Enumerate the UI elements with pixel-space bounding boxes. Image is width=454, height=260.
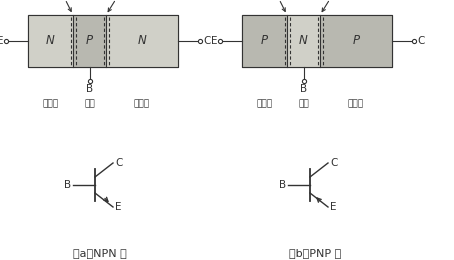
Text: 集电区: 集电区 (134, 99, 150, 108)
Text: B: B (279, 180, 286, 190)
Bar (28, 15, 73, 67)
Text: C: C (330, 158, 337, 168)
Text: P: P (261, 35, 268, 48)
Text: N: N (46, 35, 55, 48)
Text: B: B (300, 84, 307, 94)
Text: 发射区: 发射区 (257, 99, 272, 108)
Text: 集电区: 集电区 (348, 99, 364, 108)
Bar (242, 15, 392, 67)
Text: E: E (115, 202, 122, 212)
Text: B: B (64, 180, 71, 190)
Text: P: P (86, 35, 93, 48)
Bar (73, 15, 106, 67)
Text: 基区: 基区 (84, 99, 95, 108)
Text: E: E (330, 202, 336, 212)
Text: P: P (352, 35, 360, 48)
Bar (320, 15, 392, 67)
Text: C: C (115, 158, 123, 168)
Text: C: C (417, 36, 424, 46)
Text: N: N (138, 35, 146, 48)
Text: 发射区: 发射区 (42, 99, 59, 108)
Text: E: E (211, 36, 217, 46)
Text: E: E (0, 36, 3, 46)
Bar (28, 15, 178, 67)
Bar (242, 15, 287, 67)
Text: B: B (86, 84, 93, 94)
Bar (287, 15, 320, 67)
Bar (106, 15, 178, 67)
Bar (242, 15, 392, 67)
Text: （b）PNP 型: （b）PNP 型 (289, 248, 341, 258)
Text: （a）NPN 型: （a）NPN 型 (73, 248, 127, 258)
Bar (28, 15, 178, 67)
Text: 基区: 基区 (298, 99, 309, 108)
Text: N: N (299, 35, 308, 48)
Text: C: C (203, 36, 210, 46)
